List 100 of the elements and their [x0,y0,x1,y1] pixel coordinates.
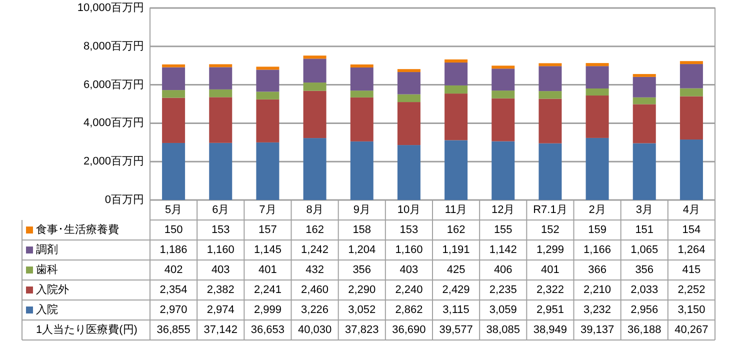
x-tick-label: 8月 [306,204,324,216]
text: 37,142 [204,324,238,336]
text: 40,267 [674,324,708,336]
x-tick-label: R7.1月 [533,204,568,216]
data-label: 2,974 [206,304,234,316]
bar [444,94,468,140]
x-tick-label: 7月 [259,204,276,216]
data-label: 2,322 [536,284,564,296]
y-tick-label: 10,000百万円 [77,2,144,14]
bar [492,68,515,91]
bar [680,140,703,200]
data-label: 2,033 [630,284,658,296]
data-label: 1,204 [348,244,376,256]
data-label: 406 [494,264,512,276]
legend-label: 調剤 [36,243,58,256]
data-label: 2,241 [254,284,282,296]
bar [586,138,609,200]
bar [303,82,326,91]
data-label: 158 [352,224,372,236]
y-tick-label: 8,000百万円 [83,40,144,52]
text: 1人当たり医療費(円) [36,323,138,336]
x-tick-label: 5月 [164,204,182,216]
text: 37,823 [345,324,379,336]
data-label: 155 [494,224,512,236]
data-label: 3,059 [489,304,517,316]
bar [256,70,280,92]
data-label: 1,160 [206,244,234,256]
data-label: 2,252 [678,284,706,296]
data-label: 425 [446,264,466,276]
bar [444,62,468,86]
bar [397,69,420,72]
legend-label: 食事･生活療養費 [36,223,119,236]
data-label: 401 [258,264,277,276]
bar [350,67,374,91]
text: 40,030 [298,324,332,336]
data-label: 1,186 [160,244,188,256]
data-label: 2,235 [489,284,517,296]
x-tick-label: 10月 [397,204,421,216]
text: 38,949 [533,324,568,336]
bar [632,76,656,98]
bar [350,90,374,98]
bar [586,63,609,66]
data-label: 3,115 [442,304,470,316]
bar [303,58,326,83]
bar [397,72,420,94]
bar [162,142,186,200]
x-tick-label: 12月 [492,204,515,216]
text: 36,653 [250,324,285,336]
data-label: 152 [541,224,560,236]
x-tick-label: 3月 [636,204,653,216]
data-label: 153 [400,224,418,236]
data-label: 151 [635,224,654,236]
x-tick-label: 2月 [588,204,606,216]
legend-label: 歯科 [36,263,58,276]
data-label: 1,191 [442,244,470,256]
data-label: 2,290 [348,284,376,296]
bar [492,98,515,142]
bar [162,64,186,68]
data-label: 356 [352,264,372,276]
data-label: 366 [588,264,606,276]
data-label: 3,232 [584,304,612,316]
bar [162,90,186,98]
data-label: 415 [682,264,701,276]
bar [680,61,703,64]
data-label: 2,460 [301,284,329,296]
bar [256,92,280,100]
data-label: 153 [211,224,230,236]
bar [350,64,374,68]
data-label: 1,299 [536,244,564,256]
bar [444,59,468,63]
bar [256,142,280,200]
data-label: 403 [400,264,418,276]
bar [397,102,420,146]
bar [256,66,280,70]
y-tick-label: 6,000百万円 [83,78,144,91]
bar [538,98,562,144]
bar [350,97,374,142]
data-label: 2,862 [395,304,423,316]
bar [256,99,280,142]
data-label: 150 [164,224,183,236]
bar [680,88,703,96]
y-tick-label: 4,000百万円 [83,117,144,130]
bar [444,85,468,94]
bar [209,67,232,90]
y-tick-label: 0百万円 [104,194,144,206]
x-tick-label: 11月 [444,204,468,216]
bar [397,94,420,102]
bar [680,64,703,88]
data-label: 402 [164,264,183,276]
data-label: 1,065 [630,244,658,256]
bar [632,74,656,77]
data-label: 2,382 [206,284,234,296]
data-label: 159 [588,224,606,236]
data-label: 1,160 [395,244,423,256]
bar [162,67,186,90]
data-label: 2,210 [584,284,612,296]
data-label: 162 [446,224,466,236]
bar [209,89,232,98]
bar [209,97,232,143]
data-label: 2,970 [160,304,188,316]
